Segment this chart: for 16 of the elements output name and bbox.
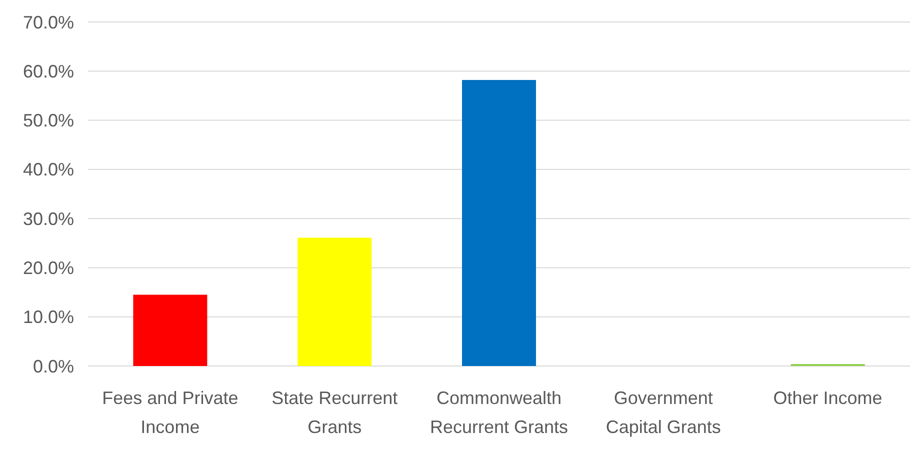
y-tick-label: 0.0% [32, 356, 74, 376]
bar [298, 238, 372, 366]
x-tick-label: Fees and Private Income [102, 388, 238, 437]
x-tick-label: Other Income [773, 388, 882, 408]
y-tick-label: 50.0% [22, 110, 74, 131]
x-tick-label: Commonwealth Recurrent Grants [430, 388, 568, 437]
bar [462, 80, 536, 366]
x-tick-label: State Recurrent Grants [272, 388, 398, 437]
bar [133, 294, 208, 366]
y-tick-label: 10.0% [22, 307, 74, 328]
y-tick-label: 30.0% [22, 208, 74, 229]
x-tick-label: Government Capital Grants [606, 388, 721, 437]
y-tick-label: 60.0% [22, 61, 74, 82]
y-tick-label: 70.0% [22, 12, 74, 32]
y-tick-label: 20.0% [22, 258, 74, 278]
y-tick-label: 40.0% [22, 160, 74, 180]
